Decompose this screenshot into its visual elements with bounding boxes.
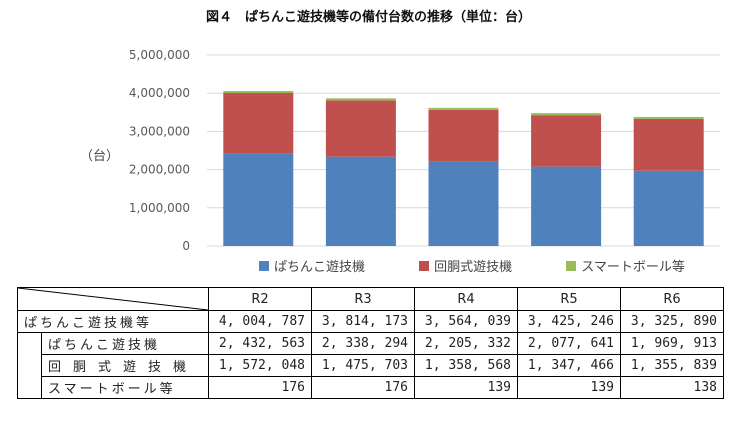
legend-label-kaido: 回胴式遊技機 — [434, 260, 513, 275]
y-tick-label: 4,000,000 — [129, 86, 190, 100]
table-cell: 4, 004, 787 — [208, 310, 312, 333]
bar-segment-kaido — [428, 109, 499, 162]
table-header-row: R2 R3 R4 R5 R6 — [17, 287, 724, 311]
bar-segment-kaido — [633, 118, 704, 171]
y-tick-label: 0 — [182, 239, 190, 253]
row-label-smartball: スマートボール等 — [41, 376, 209, 399]
table-cell: 1, 347, 466 — [517, 354, 621, 377]
bar-segment-smartball — [531, 113, 602, 116]
bar-segment-pachinko — [325, 156, 396, 246]
table-cell: 139 — [517, 376, 621, 399]
table-header-cell: R2 — [208, 287, 312, 311]
y-tick-label: 1,000,000 — [129, 201, 190, 215]
table-cell: 1, 475, 703 — [311, 354, 415, 377]
y-tick-label: 2,000,000 — [129, 163, 190, 177]
table-cell: 2, 205, 332 — [414, 332, 518, 355]
table-cell: 139 — [414, 376, 518, 399]
y-tick-label: 3,000,000 — [129, 124, 190, 138]
row-label-total: ぱちんこ遊技機等 — [17, 310, 209, 333]
row-label-kaido: 回胴式遊技機 — [41, 354, 209, 377]
bar-segment-smartball — [223, 91, 294, 94]
table-cell: 3, 325, 890 — [620, 310, 724, 333]
table-cell: 3, 425, 246 — [517, 310, 621, 333]
y-unit-label: （台） — [80, 149, 120, 164]
table-cell: 2, 077, 641 — [517, 332, 621, 355]
table-cell: 138 — [620, 376, 724, 399]
stacked-bar-chart: 5,000,000 4,000,000 3,000,000 2,000,000 1,00… — [129, 48, 720, 253]
table-row-smartball: スマートボール等 176 176 139 139 138 — [18, 376, 724, 399]
table-corner-cell — [17, 287, 209, 311]
legend-item-pachinko: ぱちんこ遊技機 — [259, 256, 365, 275]
bar-segment-smartball — [633, 116, 704, 119]
table-header-cell: R4 — [414, 287, 518, 311]
table-cell: 2, 338, 294 — [311, 332, 415, 355]
legend-item-smartball: スマートボール等 — [566, 256, 685, 275]
bar-segment-pachinko — [633, 170, 704, 246]
table-row-pachinko: ぱちんこ遊技機 2, 432, 563 2, 338, 294 2, 205, … — [17, 332, 724, 399]
table-header-cell: R3 — [311, 287, 415, 311]
legend-item-kaido: 回胴式遊技機 — [419, 256, 512, 275]
bar-segment-kaido — [531, 115, 602, 167]
table-cell: 3, 564, 039 — [414, 310, 518, 333]
table-row-total: ぱちんこ遊技機等 4, 004, 787 3, 814, 173 3, 564,… — [17, 310, 724, 333]
legend-swatch-pachinko — [259, 260, 270, 271]
bar-segment-smartball — [428, 107, 499, 110]
bar-segment-pachinko — [428, 161, 499, 246]
data-table: R2 R3 R4 R5 R6 ぱちんこ遊技機等 4, 004, 787 3, 8… — [17, 287, 724, 399]
bar-segment-smartball — [325, 98, 396, 101]
table-cell: 1, 355, 839 — [620, 354, 724, 377]
bar-segment-pachinko — [531, 166, 602, 246]
table-cell: 3, 814, 173 — [311, 310, 415, 333]
table-cell: 1, 572, 048 — [208, 354, 312, 377]
legend-label-pachinko: ぱちんこ遊技機 — [274, 260, 366, 275]
corner-diagonal — [18, 288, 208, 310]
table-header-cell: R6 — [620, 287, 724, 311]
row-label-pachinko: ぱちんこ遊技機 — [41, 332, 209, 355]
table-header-cell: R5 — [517, 287, 621, 311]
table-cell: 1, 358, 568 — [414, 354, 518, 377]
table-cell: 176 — [208, 376, 312, 399]
table-cell: 2, 432, 563 — [208, 332, 312, 355]
legend-swatch-smartball — [566, 260, 577, 271]
legend-label-smartball: スマートボール等 — [581, 260, 685, 275]
bar-segment-kaido — [325, 100, 396, 157]
chart-legend: ぱちんこ遊技機 回胴式遊技機 スマートボール等 — [232, 256, 712, 275]
table-cell: 176 — [311, 376, 415, 399]
indent-cell — [17, 332, 42, 399]
bar-segment-pachinko — [223, 153, 294, 246]
bar-segment-kaido — [223, 93, 294, 154]
legend-swatch-kaido — [419, 260, 430, 271]
table-cell: 1, 969, 913 — [620, 332, 724, 355]
y-tick-label: 5,000,000 — [129, 48, 190, 62]
chart-title: 図４ ぱちんこ遊技機等の備付台数の推移（単位：台） — [205, 10, 531, 25]
table-row-kaido: 回胴式遊技機 1, 572, 048 1, 475, 703 1, 358, 5… — [18, 354, 724, 377]
